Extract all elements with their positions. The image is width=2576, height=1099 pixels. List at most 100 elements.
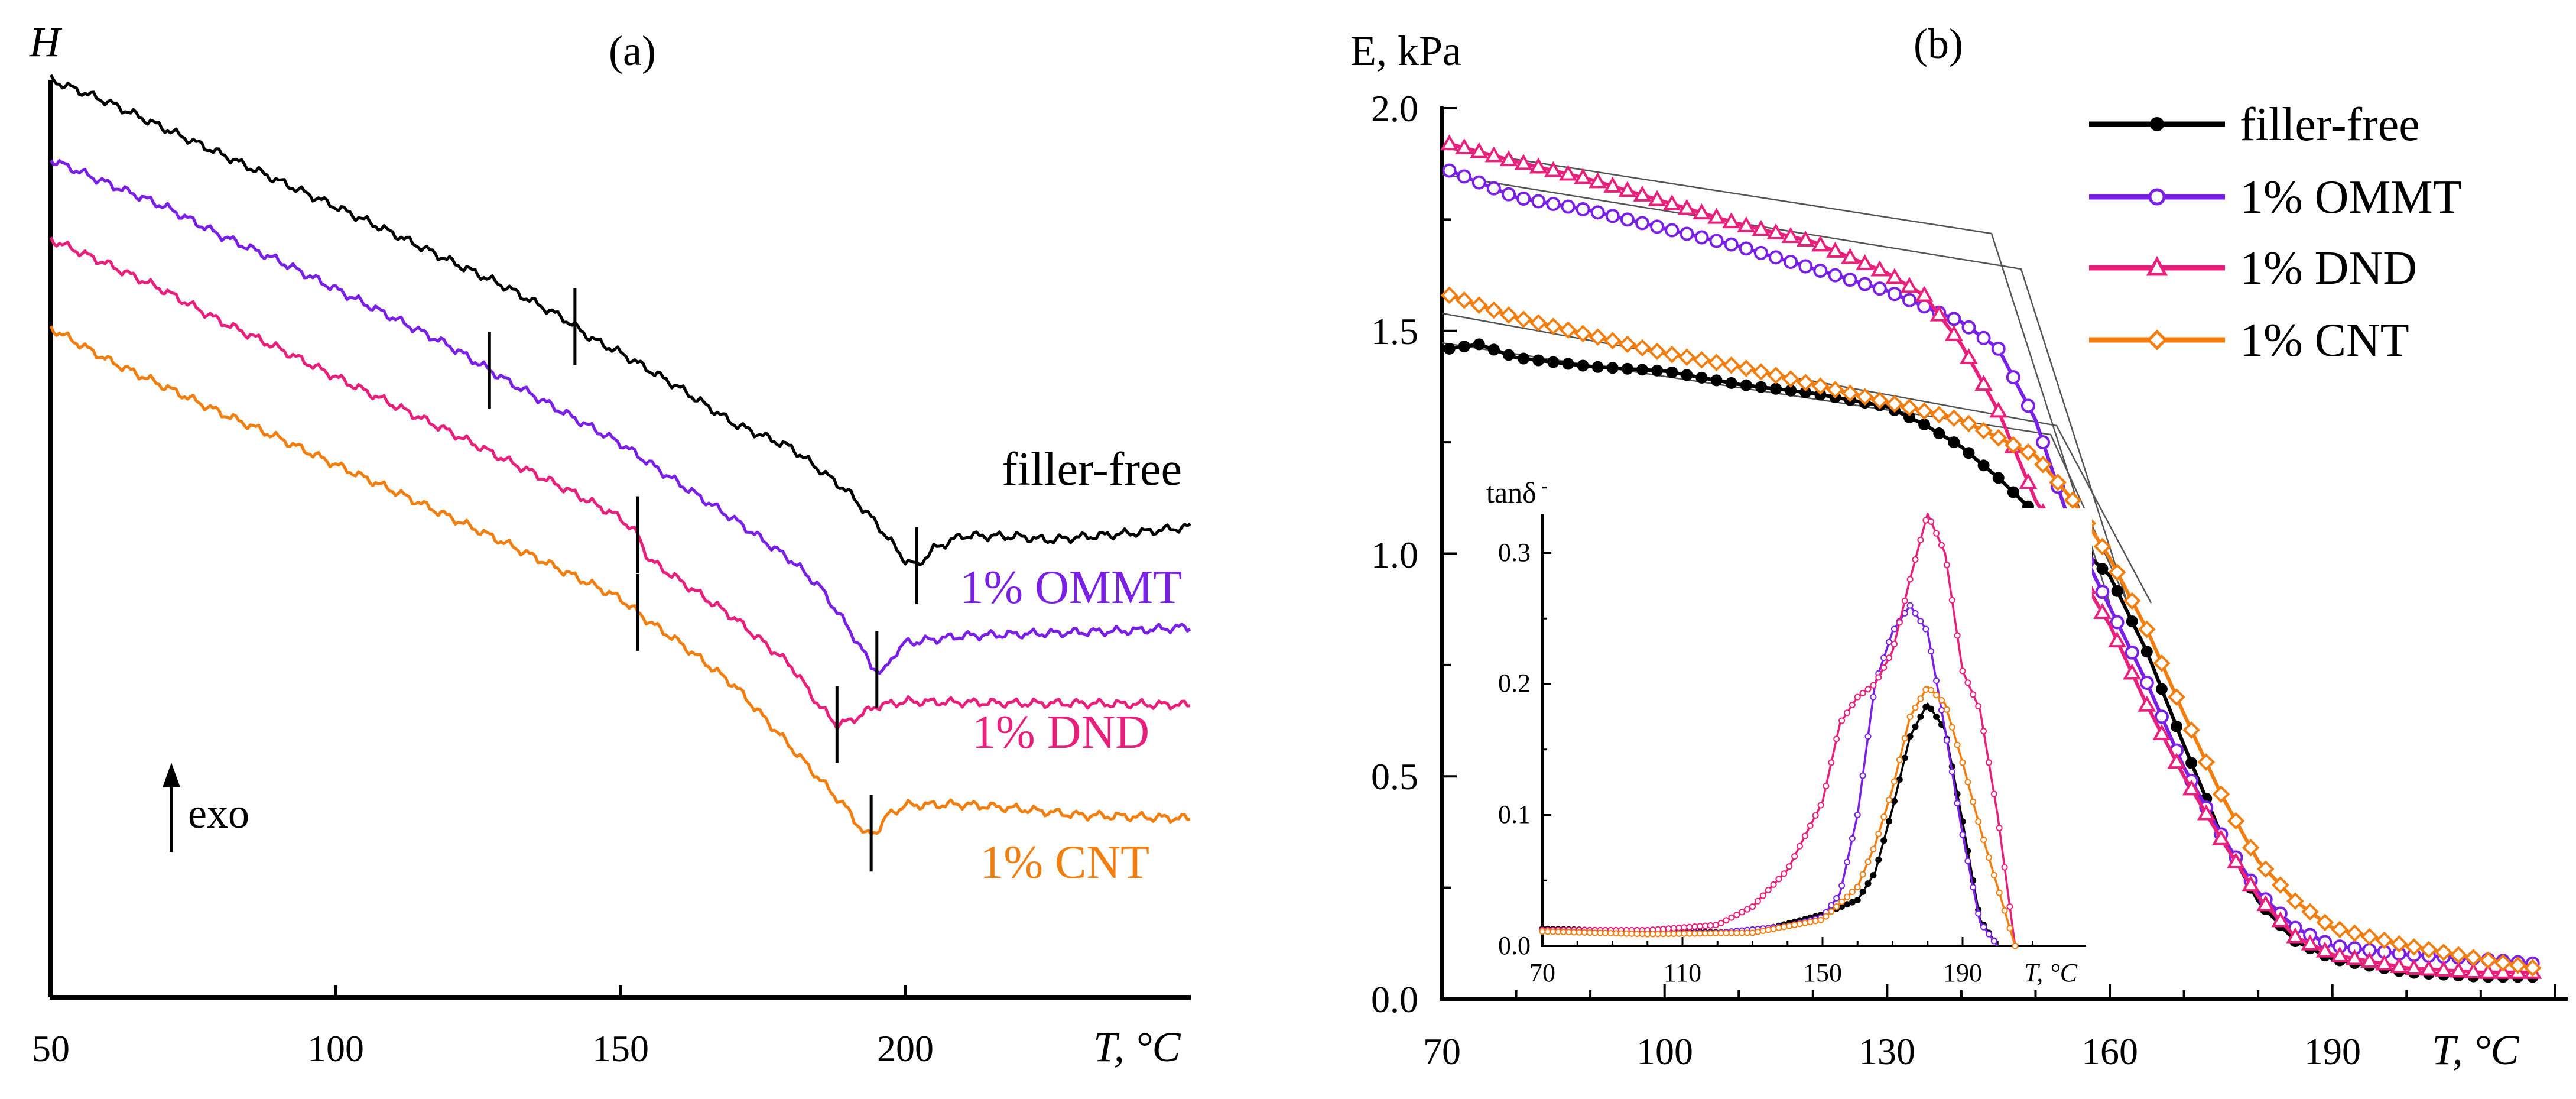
tan-delta-marker-filler-free: [1880, 837, 1888, 844]
inset-background: [1536, 508, 2092, 958]
legend-marker-cnt: [2146, 329, 2168, 351]
tan-delta-marker-cnt: [1749, 929, 1756, 936]
tan-delta-marker-ommt: [1843, 858, 1850, 865]
tan-delta-marker-cnt: [1896, 756, 1903, 763]
tan-delta-marker-dnd: [1681, 924, 1688, 931]
modulus-marker-cnt: [1826, 381, 1844, 399]
tan-delta-marker-ommt: [1980, 923, 1987, 931]
modulus-marker-ommt: [1546, 197, 1561, 212]
modulus-marker-ommt: [2020, 398, 2035, 413]
tan-delta-marker-cnt: [1791, 922, 1798, 929]
modulus-marker-cnt: [1603, 332, 1622, 350]
legend-marker-dnd: [2146, 255, 2168, 276]
tan-delta-marker-ommt: [1959, 831, 1966, 838]
modulus-marker-dnd: [2301, 934, 2320, 951]
tan-delta-marker-dnd: [1665, 925, 1672, 932]
tan-delta-marker-cnt: [1807, 919, 1814, 926]
modulus-marker-cnt: [2420, 941, 2438, 959]
modulus-marker-cnt: [1870, 391, 1889, 410]
modulus-marker-filler-free: [1918, 418, 1931, 430]
modulus-marker-cnt: [2227, 812, 2245, 830]
tan-delta-marker-cnt: [1770, 925, 1777, 932]
inset-y-tick-label: 0.2: [1498, 669, 1531, 698]
tan-delta-marker-filler-free: [1896, 776, 1903, 783]
modulus-marker-filler-free: [1518, 352, 1530, 365]
modulus-marker-filler-free: [2111, 585, 2123, 597]
tan-delta-marker-filler-free: [1933, 713, 1940, 720]
modulus-marker-filler-free: [2155, 683, 2168, 695]
tan-delta-marker-cnt: [1828, 908, 1835, 915]
tan-delta-marker-cnt: [1565, 929, 1572, 936]
modulus-marker-filler-free: [1577, 359, 1589, 372]
modulus-marker-dnd: [1574, 168, 1593, 184]
modulus-marker-dnd: [1870, 260, 1889, 277]
tan-delta-marker-filler-free: [1886, 818, 1893, 825]
tan-delta-marker-dnd: [1796, 842, 1803, 850]
modulus-marker-dnd: [2256, 895, 2275, 912]
modulus-marker-filler-free: [1681, 369, 1693, 381]
tan-delta-marker-ommt: [1928, 648, 1935, 655]
modulus-marker-dnd: [1989, 401, 2008, 418]
modulus-marker-cnt: [2049, 474, 2067, 491]
modulus-marker-dnd: [2315, 941, 2334, 958]
tan-delta-marker-cnt: [1739, 929, 1746, 936]
modulus-marker-ommt: [1976, 330, 1991, 345]
modulus-marker-dnd: [1796, 231, 1815, 247]
tan-delta-marker-cnt: [1864, 858, 1872, 865]
modulus-marker-ommt: [1561, 199, 1576, 214]
tan-delta-marker-ommt: [1912, 610, 1919, 617]
panel-b-modulus-chart: (b) E, kPa 0.0 0.5 1.0 1.5 2.0 70 100 13…: [1350, 20, 2568, 1074]
modulus-marker-cnt: [2390, 935, 2408, 953]
tan-delta-marker-dnd: [1702, 922, 1709, 929]
modulus-marker-dnd: [1559, 164, 1577, 181]
modulus-marker-filler-free: [1621, 362, 1633, 375]
panel-b-y-axis-title: E, kPa: [1350, 27, 1461, 74]
modulus-marker-ommt: [1442, 163, 1457, 178]
modulus-marker-ommt: [1471, 175, 1486, 190]
panel-b-y-tick-label: 0.0: [1371, 978, 1418, 1020]
tan-delta-marker-dnd: [1670, 925, 1677, 932]
tan-delta-marker-cnt: [1675, 930, 1682, 937]
modulus-marker-cnt: [2331, 920, 2349, 939]
modulus-marker-cnt: [1544, 317, 1563, 336]
modulus-marker-ommt: [2154, 709, 2169, 724]
tan-delta-marker-dnd: [1875, 674, 1882, 681]
tan-delta-marker-dnd: [1707, 922, 1714, 929]
modulus-marker-dnd: [2360, 951, 2379, 968]
modulus-marker-cnt: [1782, 370, 1799, 388]
tan-delta-marker-cnt: [1602, 929, 1609, 936]
tan-delta-marker-cnt: [1617, 930, 1625, 937]
tan-delta-marker-cnt: [1870, 846, 1877, 853]
exo-arrow-head: [163, 763, 180, 787]
tan-delta-marker-cnt: [1570, 929, 1577, 936]
tan-delta-marker-cnt: [2001, 907, 2008, 914]
modulus-marker-cnt: [2375, 931, 2393, 949]
modulus-marker-ommt: [1502, 187, 1516, 202]
tan-delta-marker-ommt: [1975, 910, 1982, 917]
tan-delta-marker-dnd: [1739, 909, 1746, 916]
modulus-marker-filler-free: [2007, 486, 2019, 498]
modulus-marker-cnt: [2212, 785, 2230, 803]
panel-b-y-tick-label: 1.5: [1371, 310, 1418, 352]
modulus-marker-filler-free: [2171, 720, 2183, 732]
modulus-marker-cnt: [2004, 436, 2022, 454]
tan-delta-marker-ommt: [1954, 800, 1961, 807]
legend-marker-filler-free: [2150, 117, 2164, 131]
tan-delta-marker-cnt: [1728, 929, 1735, 936]
modulus-marker-ommt: [2125, 645, 2139, 660]
modulus-marker-cnt: [2138, 620, 2156, 638]
modulus-marker-cnt: [1841, 384, 1859, 403]
tan-delta-marker-cnt: [1854, 883, 1861, 890]
modulus-marker-cnt: [1915, 402, 1933, 420]
modulus-marker-cnt: [1589, 328, 1607, 346]
modulus-marker-dnd: [1633, 185, 1652, 202]
modulus-marker-cnt: [2197, 753, 2216, 771]
tan-delta-marker-cnt: [1922, 686, 1929, 693]
tan-delta-marker-dnd: [2006, 903, 2013, 910]
modulus-marker-filler-free: [1695, 371, 1708, 384]
tan-delta-marker-dnd: [1744, 906, 1751, 913]
tan-delta-marker-cnt: [1717, 930, 1724, 937]
modulus-marker-filler-free: [1755, 381, 1767, 393]
modulus-marker-cnt: [1500, 306, 1518, 324]
tan-delta-marker-dnd: [1854, 693, 1861, 701]
